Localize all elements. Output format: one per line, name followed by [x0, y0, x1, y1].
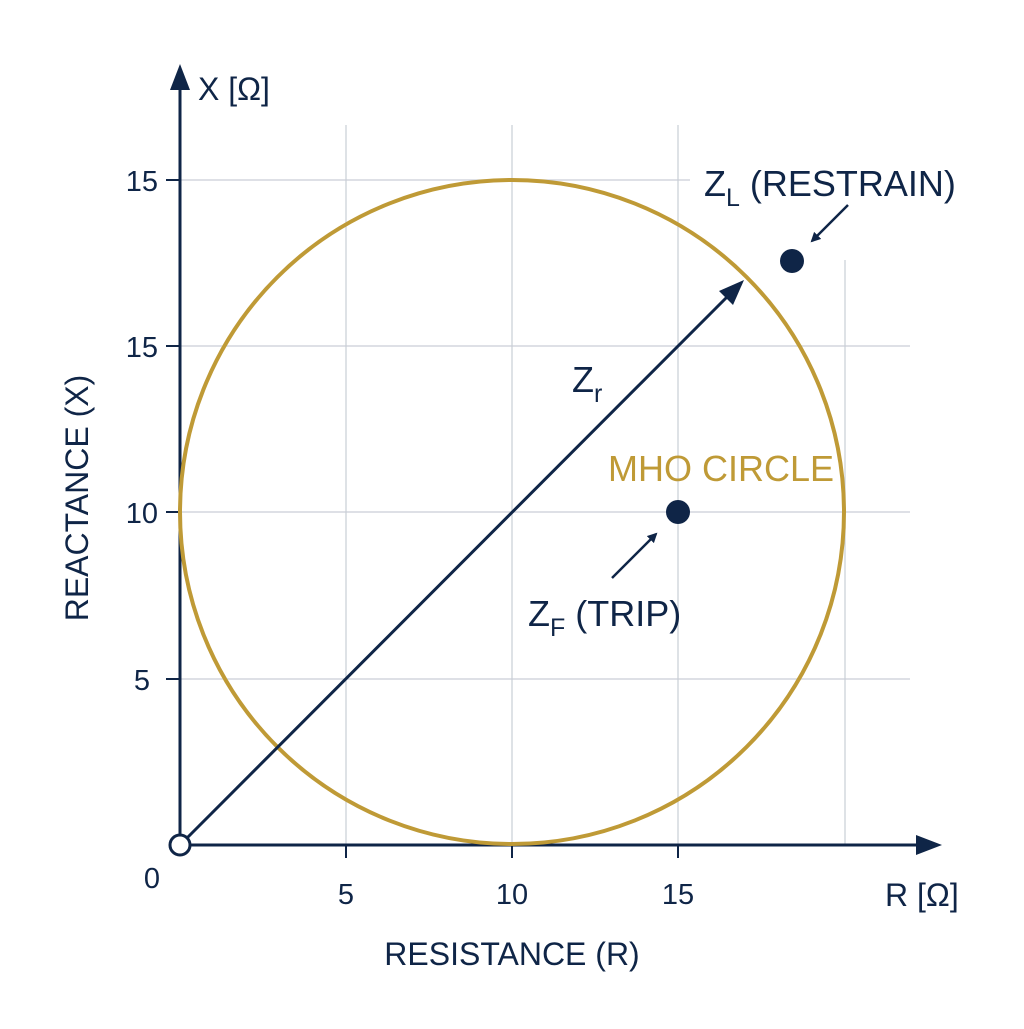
y-axis-end-label: X [Ω]	[198, 71, 270, 107]
zf-label: ZF (TRIP)	[528, 593, 681, 642]
zl-restrain-point	[780, 249, 804, 273]
x-axis-arrowhead	[916, 835, 942, 855]
y-tick-label: 15	[126, 332, 158, 364]
zf-label-main: Z	[528, 593, 550, 634]
origin-marker	[168, 833, 192, 857]
x-tick-label: 10	[496, 879, 528, 911]
y-tick-label: 15	[126, 166, 158, 198]
x-axis-title: RESISTANCE (R)	[384, 936, 639, 972]
y-axis-arrowhead	[170, 64, 190, 90]
zf-pointer-arrow	[611, 532, 658, 579]
zr-vector	[178, 292, 732, 847]
zf-trip-point	[666, 500, 690, 524]
origin-label: 0	[144, 863, 160, 895]
zr-label: Zr	[572, 359, 602, 408]
zl-label-note: (RESTRAIN)	[740, 163, 956, 204]
mho-circle	[178, 178, 846, 846]
mho-circle-label: MHO CIRCLE	[608, 448, 834, 489]
grid	[180, 125, 910, 845]
zr-label-subscript: r	[594, 380, 602, 408]
x-axis-end-label: R [Ω]	[885, 877, 959, 913]
y-tick-label: 10	[126, 498, 158, 530]
zl-label-subscript: L	[726, 184, 740, 212]
zl-pointer-arrow	[810, 204, 849, 243]
zf-label-subscript: F	[550, 614, 565, 642]
zf-label-note: (TRIP)	[565, 593, 681, 634]
zr-vector-arrowhead	[719, 280, 744, 305]
y-tick-label: 5	[134, 665, 150, 697]
x-tick-label: 15	[662, 879, 694, 911]
zr-label-main: Z	[572, 359, 594, 400]
axes	[166, 64, 942, 858]
x-tick-label: 5	[338, 879, 354, 911]
y-axis-title: REACTANCE (X)	[59, 375, 95, 622]
zl-label-main: Z	[704, 163, 726, 204]
zl-label: ZL (RESTRAIN)	[704, 163, 956, 212]
